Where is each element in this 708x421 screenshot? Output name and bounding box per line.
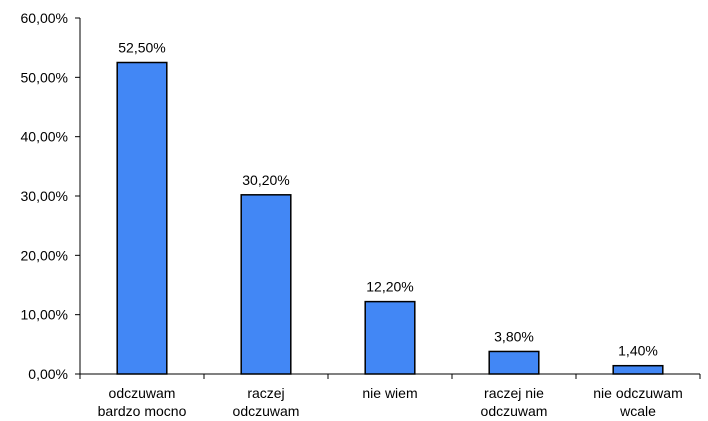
y-tick-label: 40,00% [21, 129, 68, 145]
data-label: 1,40% [618, 343, 658, 359]
data-label: 3,80% [494, 328, 534, 344]
y-tick-label: 30,00% [21, 188, 68, 204]
category-label: odczuwam [109, 385, 176, 401]
category-label: nie odczuwam [593, 385, 683, 401]
category-label: odczuwam [481, 403, 548, 419]
bar [364, 300, 416, 375]
data-label: 30,20% [242, 172, 289, 188]
y-tick-label: 60,00% [21, 10, 68, 26]
bar [612, 364, 664, 375]
bars: 52,50% 30,20% 12,20% 3,80% 1,40% [116, 40, 664, 375]
y-tick-label: 20,00% [21, 247, 68, 263]
category-label: bardzo mocno [98, 403, 187, 419]
data-label: 12,20% [366, 279, 413, 295]
bar [488, 350, 540, 375]
y-tick-label: 50,00% [21, 69, 68, 85]
bar [240, 194, 292, 375]
y-tick-label: 10,00% [21, 307, 68, 323]
category-label: odczuwam [233, 403, 300, 419]
category-label: raczej [247, 385, 284, 401]
y-axis: 0,00% 10,00% 20,00% 30,00% 40,00% 50,00% 60,00… [21, 10, 81, 382]
category-label: raczej nie [484, 385, 544, 401]
y-tick-label: 0,00% [28, 366, 68, 382]
x-axis: odczuwam bardzo mocno raczej odczuwam nie wi… [79, 373, 701, 419]
data-label: 52,50% [118, 40, 165, 56]
category-label: nie wiem [362, 385, 417, 401]
bar [116, 61, 168, 375]
category-label: wcale [619, 403, 656, 419]
